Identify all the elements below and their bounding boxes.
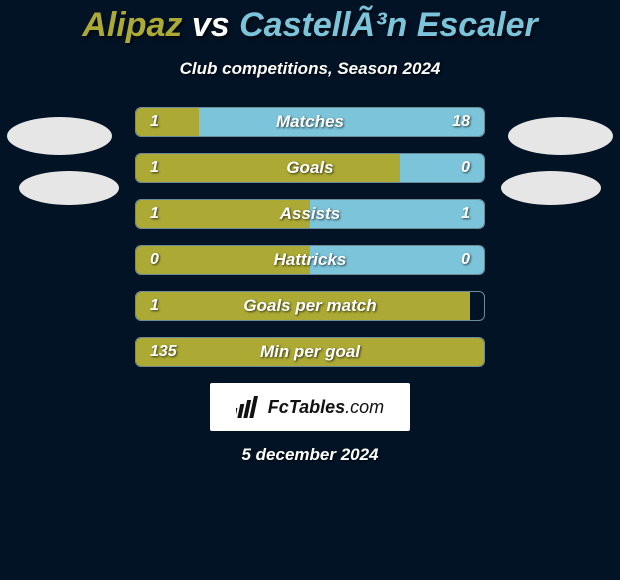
stat-label: Goals per match bbox=[136, 292, 484, 320]
brand-prefix: Fc bbox=[268, 397, 289, 417]
stat-label: Hattricks bbox=[136, 246, 484, 274]
stat-rows: 118Matches 10Goals 11Assists 00Hattricks 1Go… bbox=[135, 107, 485, 367]
subtitle: Club competitions, Season 2024 bbox=[0, 59, 620, 79]
stat-row: 118Matches bbox=[135, 107, 485, 137]
stat-row: 00Hattricks bbox=[135, 245, 485, 275]
stat-label: Matches bbox=[136, 108, 484, 136]
avatar-player1-a bbox=[7, 117, 112, 155]
stat-label: Assists bbox=[136, 200, 484, 228]
avatar-player1-b bbox=[19, 171, 119, 205]
stat-row: 1Goals per match bbox=[135, 291, 485, 321]
vs-separator: vs bbox=[192, 6, 230, 44]
brand-bars-icon bbox=[236, 396, 262, 418]
brand-box: FcTables.com bbox=[210, 383, 410, 431]
player2-name: CastellÃ³n Escaler bbox=[239, 6, 538, 44]
avatar-player2-b bbox=[501, 171, 601, 205]
chart-area: 118Matches 10Goals 11Assists 00Hattricks 1Go… bbox=[0, 107, 620, 367]
stat-label: Goals bbox=[136, 154, 484, 182]
stat-label: Min per goal bbox=[136, 338, 484, 366]
stat-row: 11Assists bbox=[135, 199, 485, 229]
stat-row: 10Goals bbox=[135, 153, 485, 183]
date-label: 5 december 2024 bbox=[0, 445, 620, 465]
brand-main: Tables bbox=[289, 397, 345, 417]
brand-text: FcTables.com bbox=[268, 397, 384, 418]
stat-row: 135Min per goal bbox=[135, 337, 485, 367]
player1-name: Alipaz bbox=[82, 6, 182, 44]
brand-suffix: .com bbox=[345, 397, 384, 417]
avatar-player2-a bbox=[508, 117, 613, 155]
comparison-title: Alipaz vs CastellÃ³n Escaler bbox=[0, 0, 620, 45]
